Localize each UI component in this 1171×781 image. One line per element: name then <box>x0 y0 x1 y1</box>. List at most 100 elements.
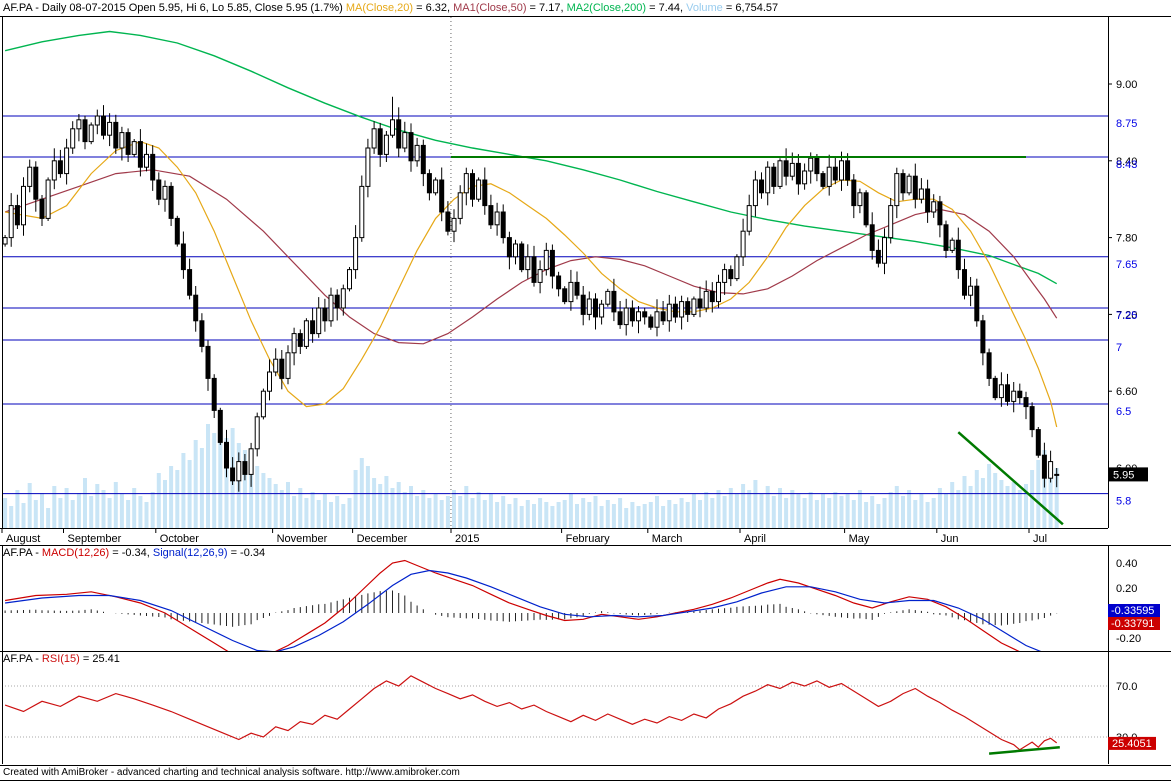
level-label: 7.25 <box>1116 310 1137 322</box>
level-label: 7 <box>1116 342 1122 354</box>
candle-body <box>863 192 869 226</box>
candle-body <box>636 311 641 322</box>
candle-body <box>322 307 328 322</box>
volume-bar <box>747 490 752 528</box>
candle-body <box>125 132 131 155</box>
volume-bar <box>556 502 561 528</box>
volume-bar <box>365 466 370 528</box>
month-label: October <box>160 533 199 545</box>
volume-bar <box>396 482 401 528</box>
volume-bar <box>119 494 124 528</box>
volume-bar <box>476 492 481 528</box>
volume-bar <box>458 496 463 528</box>
candle-body <box>875 249 881 264</box>
candle-body <box>1011 390 1017 402</box>
volume-bar <box>864 502 869 528</box>
volume-bar <box>175 470 180 528</box>
candle-body <box>359 185 365 239</box>
candle-body <box>734 256 740 280</box>
candle-body <box>137 141 143 168</box>
candle-body <box>937 201 943 226</box>
volume-bar <box>808 492 813 528</box>
volume-bar <box>839 496 844 528</box>
macd-value-badge-text: -0.33595 <box>1111 605 1154 617</box>
month-label: August <box>6 533 40 545</box>
volume-bar <box>206 424 210 528</box>
candle-body <box>617 311 623 326</box>
rsi-axis-label: 70.0 <box>1116 681 1137 693</box>
volume-bar <box>925 502 930 528</box>
volume-bar <box>962 476 967 528</box>
volume-bar <box>655 496 659 528</box>
volume-bar <box>464 486 469 528</box>
month-label: May <box>849 533 870 545</box>
candle-body <box>949 239 955 251</box>
volume-bar <box>525 500 530 528</box>
candle-body <box>740 230 746 258</box>
rsi-pane-title: AF.PA - RSI(15) = 25.41 <box>3 653 120 665</box>
volume-bar <box>181 453 186 528</box>
candle-body <box>826 166 832 187</box>
candle-body <box>205 345 211 379</box>
volume-bar <box>242 450 247 528</box>
volume-bar <box>562 500 567 528</box>
title-segment: Signal(12,26,9) <box>152 547 228 559</box>
volume-bar <box>163 480 167 528</box>
volume-bar <box>648 502 653 528</box>
volume-bar <box>611 504 616 528</box>
volume-bar <box>1011 482 1016 528</box>
candle-body <box>224 441 229 469</box>
candle-body <box>752 179 758 207</box>
candle-body <box>377 128 383 155</box>
volume-bar <box>329 502 333 528</box>
volume-bar <box>169 466 174 528</box>
price-axis-label: 6.60 <box>1116 386 1137 398</box>
month-label: Jun <box>941 533 959 545</box>
candle-body <box>242 461 248 475</box>
level-label: 8.43 <box>1116 159 1137 171</box>
volume-bar <box>1042 450 1047 528</box>
volume-bar <box>353 470 358 528</box>
candle-body <box>697 298 703 309</box>
macd-pane[interactable]: 0.400.200.00-0.20-0.33595-0.33791 <box>0 545 1171 651</box>
volume-bar <box>113 482 118 528</box>
ma20-line <box>4 140 1058 428</box>
candle-body <box>340 288 346 309</box>
month-label: March <box>652 533 683 545</box>
volume-bar <box>335 496 340 528</box>
candle-body <box>586 298 592 315</box>
volume-bar <box>46 508 51 528</box>
candle-body <box>439 179 445 213</box>
volume-bar <box>150 492 155 528</box>
rsi-pane[interactable]: 70.030.025.4051 <box>0 651 1171 765</box>
candle-body <box>82 119 88 143</box>
volume-bar <box>273 484 278 528</box>
price-axis-label: 7.80 <box>1116 233 1137 245</box>
price-pane[interactable]: August September October November December 20… <box>0 17 1171 545</box>
volume-bar <box>279 490 284 528</box>
candle-body <box>119 132 125 149</box>
candle-body <box>303 320 309 347</box>
candle-body <box>789 162 795 177</box>
volume-bar <box>1024 484 1028 528</box>
volume-bar <box>218 413 223 528</box>
volume-bar <box>734 494 739 528</box>
candle-body <box>426 173 432 194</box>
volume-bar <box>255 466 260 528</box>
volume-bar <box>636 506 641 528</box>
candle-body <box>672 303 678 318</box>
candle-body <box>408 132 414 162</box>
volume-bar <box>488 494 493 528</box>
volume-bar <box>421 490 426 528</box>
title-segment: = 25.41 <box>79 653 120 665</box>
volume-bar <box>673 504 678 528</box>
volume-bar <box>341 504 346 528</box>
candle-body <box>918 188 924 200</box>
candle-body <box>549 249 555 277</box>
volume-bar <box>919 494 924 528</box>
volume-bar <box>433 494 438 528</box>
volume-bar <box>691 494 696 528</box>
title-segment: = 6,754.57 <box>722 2 779 14</box>
volume-bar <box>716 490 721 528</box>
candle-body <box>482 179 488 207</box>
